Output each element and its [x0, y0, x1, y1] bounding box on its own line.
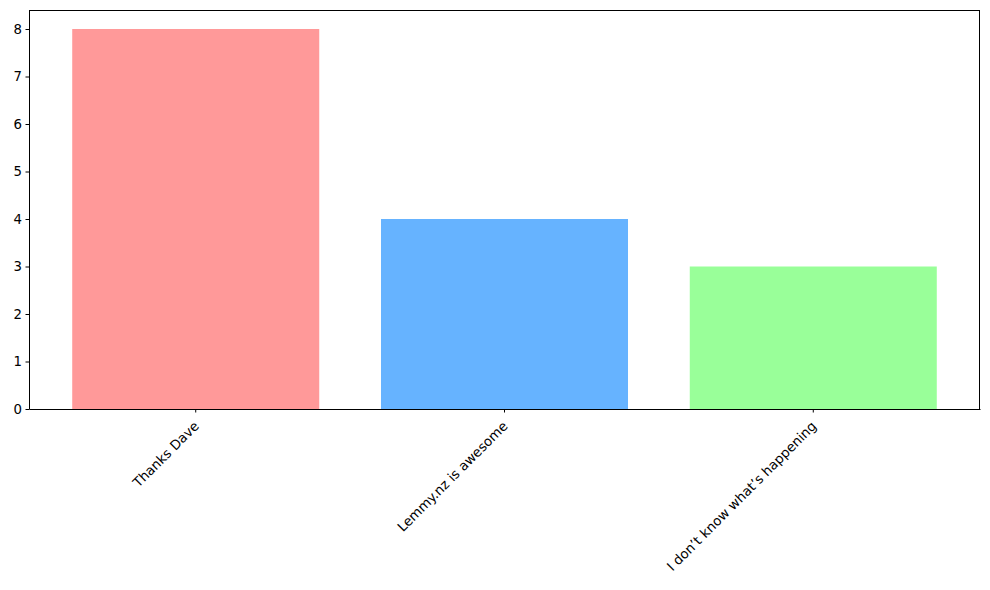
y-axis-line: [29, 11, 30, 410]
y-tick-mark: [26, 362, 30, 363]
x-tick-label: Lemmy.nz is awesome: [394, 419, 510, 535]
frame-top: [29, 10, 980, 11]
y-tick-label: 7: [14, 69, 22, 84]
x-tick-label: Thanks Dave: [129, 419, 201, 491]
y-tick: 1: [14, 354, 29, 369]
y-tick-mark: [26, 124, 30, 125]
y-tick-label: 1: [14, 354, 22, 369]
x-tick: Thanks Dave: [129, 409, 201, 491]
y-tick-mark: [26, 172, 30, 173]
y-tick-label: 0: [14, 402, 22, 417]
y-tick: 8: [14, 22, 29, 37]
y-axis: 0 1 2 3 4 5 6 7 8: [14, 11, 30, 417]
y-tick-mark: [26, 77, 30, 78]
y-tick-label: 8: [14, 22, 22, 37]
frame-right: [979, 10, 980, 409]
x-tick-mark: [504, 409, 505, 413]
y-tick: 5: [14, 164, 29, 179]
y-tick: 2: [14, 307, 29, 322]
y-tick-label: 6: [14, 117, 22, 132]
x-tick: I don’t know what’s happening: [664, 409, 819, 574]
y-tick-label: 4: [14, 212, 22, 227]
x-tick-mark: [195, 409, 196, 413]
y-tick-mark: [26, 409, 30, 410]
plot-area: [72, 29, 937, 409]
y-tick: 7: [14, 69, 29, 84]
chart: 0 1 2 3 4 5 6 7 8 Thanks Dave Lemmy.nz is awesome I…: [0, 0, 990, 590]
y-tick-mark: [26, 267, 30, 268]
bar: [690, 267, 937, 410]
x-tick-label: I don’t know what’s happening: [664, 419, 819, 574]
y-tick-mark: [26, 29, 30, 30]
y-tick: 3: [14, 259, 29, 274]
y-tick: 0: [14, 402, 29, 417]
y-tick-label: 2: [14, 307, 22, 322]
bar: [381, 219, 628, 409]
y-tick: 4: [14, 212, 29, 227]
y-tick-label: 3: [14, 259, 22, 274]
bar: [72, 29, 319, 409]
y-tick: 6: [14, 117, 29, 132]
y-tick-mark: [26, 219, 30, 220]
x-axis: Thanks Dave Lemmy.nz is awesome I don’t kn…: [30, 409, 981, 574]
y-tick-mark: [26, 314, 30, 315]
x-tick: Lemmy.nz is awesome: [394, 409, 510, 535]
y-tick-label: 5: [14, 164, 22, 179]
x-tick-mark: [813, 409, 814, 413]
